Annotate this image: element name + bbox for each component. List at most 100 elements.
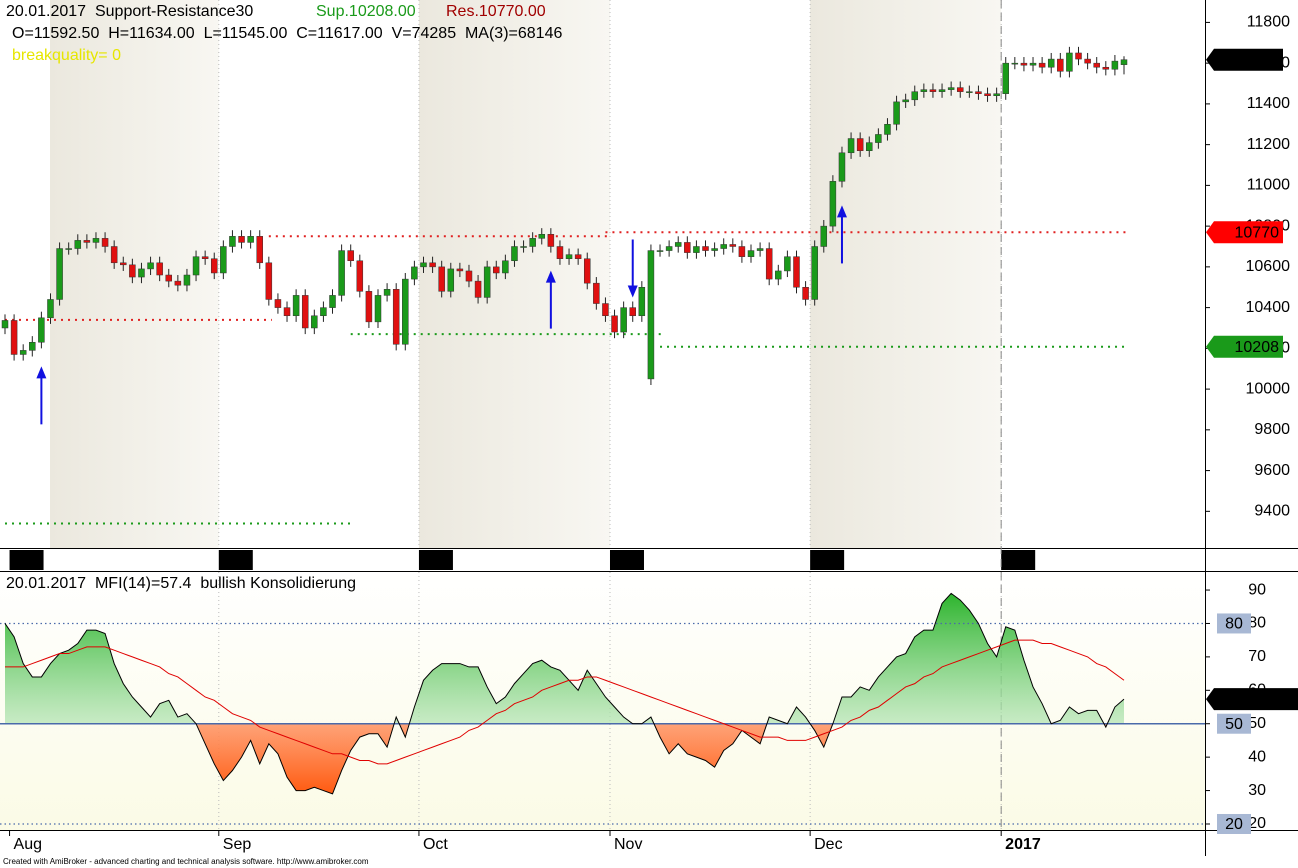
candle-body	[811, 246, 818, 300]
sell-arrow	[627, 239, 638, 298]
candle-body	[966, 91, 973, 93]
candle-body	[593, 282, 600, 304]
support-label: Sup.10208.00	[316, 3, 416, 20]
y-tick-label: 80	[1248, 615, 1266, 632]
candle-body	[374, 295, 382, 323]
candle-body	[1084, 58, 1091, 64]
candle-body	[565, 254, 573, 259]
candle-body	[101, 238, 109, 247]
candle-body	[320, 307, 327, 317]
candle-body	[1111, 60, 1119, 70]
candle-body	[1047, 58, 1055, 68]
month-marker	[810, 550, 845, 570]
y-tick-label: 50	[1248, 715, 1266, 732]
candle-body	[92, 238, 100, 243]
candle-body	[693, 246, 700, 253]
candle-body	[829, 181, 837, 227]
candle-body	[138, 268, 145, 278]
candle-body	[1075, 52, 1082, 60]
candle-body	[147, 262, 154, 270]
candle-body	[720, 244, 727, 249]
candle-body	[956, 87, 964, 92]
candle-body	[656, 250, 664, 252]
breakquality-label: breakquality= 0	[12, 47, 121, 64]
y-tick-label: 9600	[1254, 462, 1290, 479]
candle-body	[183, 274, 191, 286]
candle-body	[338, 250, 345, 296]
month-marker	[9, 550, 44, 570]
mfi-average-line	[5, 639, 1125, 765]
candle-body	[1, 320, 9, 329]
candle-body	[602, 303, 609, 317]
candle-body	[711, 248, 718, 251]
last-price-tag-box	[1206, 48, 1283, 71]
candle-body	[765, 248, 773, 280]
candle-body	[1038, 62, 1046, 68]
level-tag-box	[1206, 335, 1283, 358]
candle-body	[1057, 58, 1064, 72]
mfi-level-box	[1217, 713, 1251, 734]
x-tick-label: Sep	[223, 836, 252, 853]
candle-body	[984, 93, 991, 96]
y-tick-label: 11400	[1247, 95, 1290, 112]
candle-body	[10, 320, 18, 355]
candle-body	[1102, 66, 1110, 70]
candle-body	[738, 246, 746, 257]
level-tag: 10770	[1235, 224, 1280, 241]
candle-body	[920, 89, 928, 92]
candle-body	[947, 87, 955, 90]
candle-body	[1011, 62, 1019, 65]
candle-body	[547, 234, 555, 247]
candle-body	[129, 264, 136, 278]
candle-body	[556, 246, 564, 259]
candle-body	[629, 307, 636, 317]
candle-body	[238, 236, 245, 243]
candle-body	[611, 315, 618, 333]
candle-body	[83, 240, 91, 243]
candle-body	[210, 258, 218, 274]
candle-body	[847, 138, 855, 154]
y-tick-label: 20	[1248, 815, 1266, 832]
candle-body	[65, 248, 72, 250]
candle-body	[74, 240, 82, 249]
candle-body	[256, 236, 263, 264]
candle-body	[702, 246, 709, 251]
candle-body	[292, 295, 300, 317]
candle-body	[347, 250, 354, 262]
level-tag: 10208	[1235, 339, 1280, 356]
candle-body	[483, 266, 491, 298]
candle-body	[420, 262, 427, 268]
candle-body	[311, 315, 318, 329]
candle-body	[620, 307, 627, 333]
mfi-level-label: 50	[1225, 716, 1243, 733]
last-price-tag: 11617	[1236, 52, 1279, 69]
x-tick-label: 2017	[1005, 836, 1041, 853]
level-tag-box	[1206, 221, 1283, 244]
ohlc-label: O=11592.50 H=11634.00 L=11545.00 C=11617…	[12, 25, 562, 42]
candle-body	[856, 138, 864, 152]
candle-body	[165, 274, 173, 282]
candle-body	[110, 246, 118, 264]
y-tick-label: 11000	[1247, 177, 1290, 194]
candle-body	[402, 278, 409, 345]
candle-body	[502, 260, 509, 274]
candle-body	[911, 91, 919, 101]
candle-body	[29, 341, 36, 351]
candle-body	[301, 295, 309, 329]
candle-body	[365, 291, 373, 323]
y-tick-label: 40	[1248, 748, 1266, 765]
y-tick-label: 10600	[1246, 258, 1291, 275]
candle-body	[1066, 52, 1073, 72]
month-shade	[810, 0, 1002, 548]
candle-body	[192, 256, 200, 276]
y-tick-label: 90	[1248, 581, 1266, 598]
candle-body	[684, 242, 691, 253]
month-marker	[418, 550, 453, 570]
candle-body	[47, 299, 54, 319]
candle-body	[820, 225, 828, 247]
candle-body	[456, 268, 464, 272]
mfi-title: 20.01.2017 MFI(14)=57.4 bullish Konsolid…	[6, 575, 356, 592]
buy-arrow	[545, 270, 556, 329]
candle-body	[156, 262, 163, 276]
arrow-head	[836, 205, 847, 218]
